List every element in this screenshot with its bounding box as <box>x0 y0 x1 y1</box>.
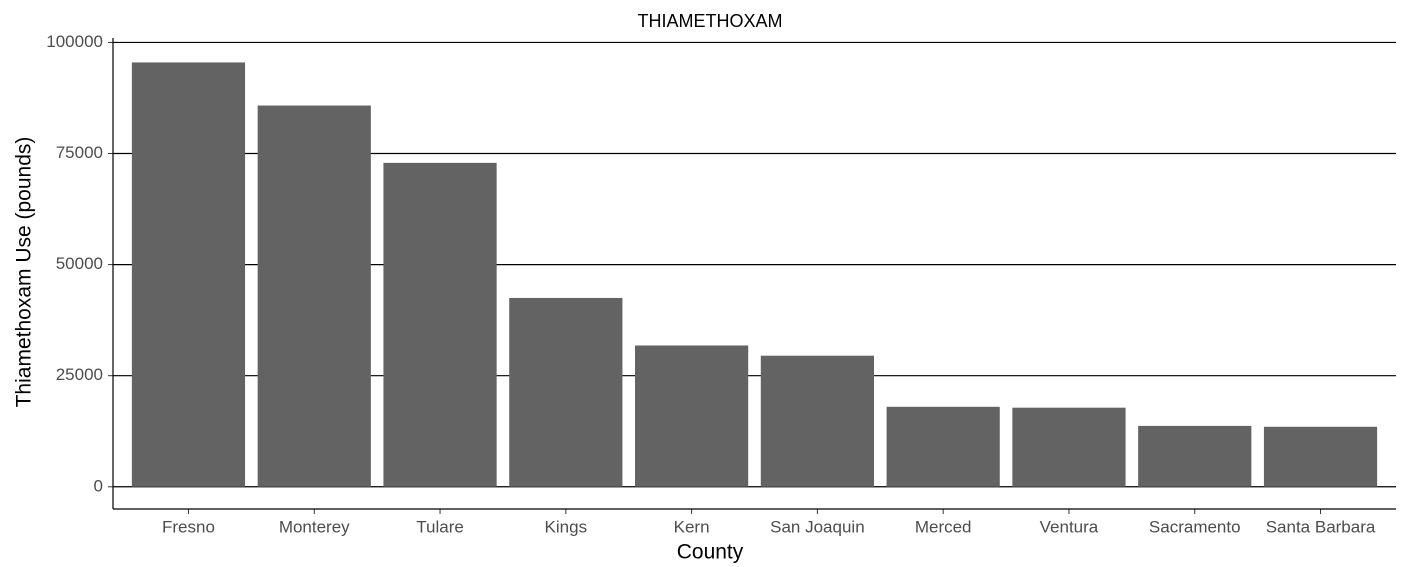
bar <box>1138 425 1252 487</box>
bar <box>1012 407 1126 487</box>
x-tick-label: Kern <box>674 517 710 536</box>
x-tick-label: Santa Barbara <box>1266 517 1376 536</box>
bar <box>131 62 246 487</box>
x-tick-label: Merced <box>915 517 972 536</box>
x-tick-label: Monterey <box>279 517 350 536</box>
y-tick-label: 50000 <box>56 254 103 273</box>
bar <box>886 406 1000 487</box>
y-tick-label: 25000 <box>56 365 103 384</box>
bar <box>509 297 623 487</box>
bar <box>760 355 874 487</box>
y-tick-label: 100000 <box>46 32 103 51</box>
y-tick-label: 75000 <box>56 143 103 162</box>
x-axis-label: County <box>677 541 744 564</box>
bar <box>257 105 371 487</box>
x-tick-label: Kings <box>545 517 588 536</box>
bar <box>1263 426 1378 487</box>
y-tick-label: 0 <box>94 476 103 495</box>
bar <box>635 345 749 487</box>
chart-title: THIAMETHOXAM <box>637 11 782 31</box>
x-tick-label: Ventura <box>1040 517 1099 536</box>
x-tick-label: Fresno <box>162 517 215 536</box>
x-tick-label: Sacramento <box>1149 517 1241 536</box>
x-tick-label: Tulare <box>416 517 464 536</box>
y-axis-label: Thiamethoxam Use (pounds) <box>13 137 36 408</box>
bar <box>383 162 497 487</box>
x-tick-label: San Joaquin <box>770 517 865 536</box>
